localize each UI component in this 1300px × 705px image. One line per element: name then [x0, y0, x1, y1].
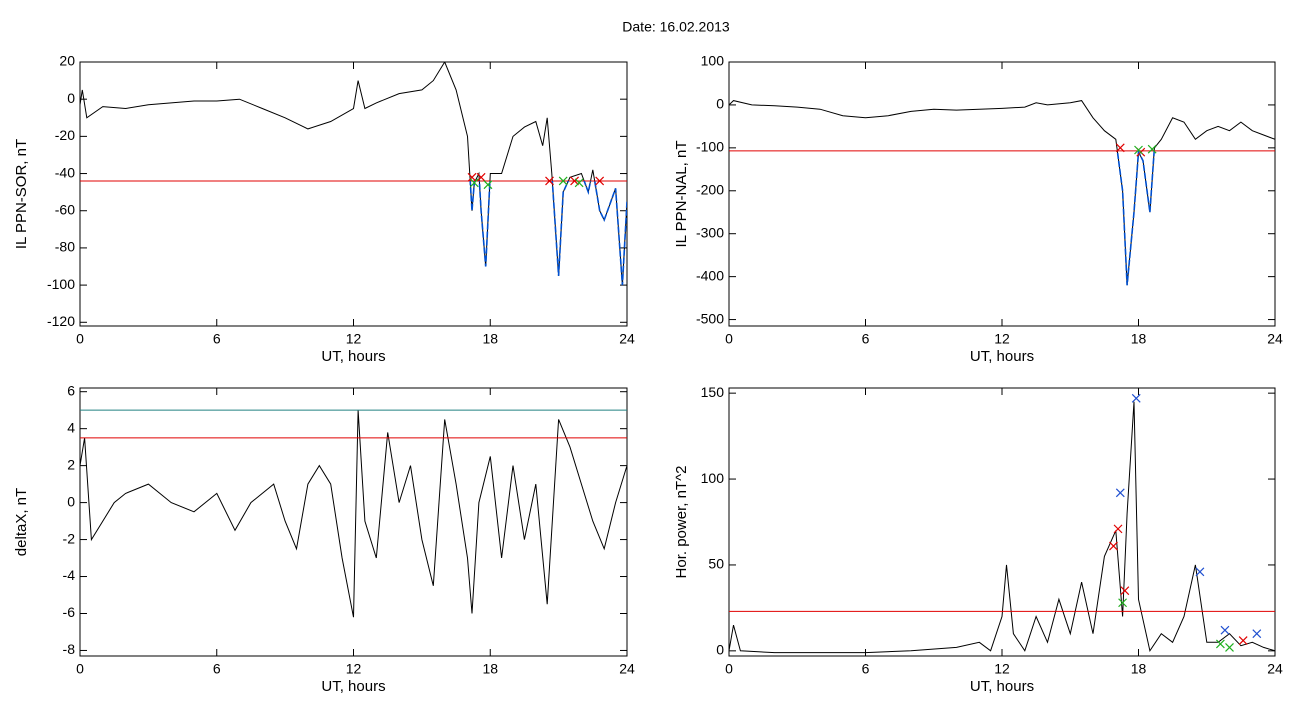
data-line	[80, 62, 627, 286]
marker	[1134, 145, 1143, 155]
marker	[545, 176, 554, 186]
x-tick-label: 6	[213, 331, 221, 347]
marker	[1215, 639, 1225, 649]
plot-frame	[79, 61, 628, 327]
x-tick-label: 24	[619, 661, 635, 677]
y-tick-label: -200	[696, 181, 724, 197]
x-tick-label: 12	[994, 661, 1010, 677]
y-tick-label: 20	[59, 53, 75, 69]
y-tick-label: -300	[696, 224, 724, 240]
y-axis-label: Hor. power, nT^2	[673, 466, 690, 579]
y-tick-label: -400	[696, 267, 724, 283]
x-axis-label: UT, hours	[970, 348, 1034, 365]
y-tick-label: 100	[701, 470, 725, 486]
x-tick-label: 18	[1131, 331, 1147, 347]
y-tick-label: -500	[696, 310, 724, 326]
marker	[469, 178, 479, 188]
x-tick-label: 12	[346, 331, 362, 347]
y-axis-label: deltaX, nT	[13, 488, 30, 556]
y-tick-label: 6	[67, 382, 75, 398]
y-tick-label: -4	[63, 567, 76, 583]
marker	[1120, 586, 1130, 596]
marker	[1118, 598, 1127, 608]
x-tick-label: 24	[1267, 331, 1283, 347]
marker	[570, 176, 580, 186]
y-tick-label: 0	[716, 642, 724, 658]
plot-frame	[728, 61, 1276, 327]
y-tick-label: 4	[67, 419, 75, 435]
data-line	[729, 401, 1275, 654]
marker	[1113, 524, 1123, 534]
y-tick-label: -100	[47, 276, 75, 292]
x-tick-label: 0	[76, 661, 84, 677]
y-tick-label: 0	[67, 90, 75, 106]
x-tick-label: 18	[482, 661, 498, 677]
x-axis-label: UT, hours	[321, 348, 385, 365]
x-tick-label: 6	[213, 661, 221, 677]
x-tick-label: 18	[1131, 661, 1147, 677]
x-tick-label: 6	[862, 331, 870, 347]
data-line	[80, 410, 627, 618]
marker	[483, 180, 493, 190]
marker	[1238, 636, 1248, 645]
y-tick-label: -2	[63, 530, 76, 546]
below-threshold-line	[469, 180, 627, 286]
x-tick-label: 24	[619, 331, 635, 347]
y-tick-label: 50	[708, 556, 724, 572]
marker	[1220, 625, 1230, 635]
page-title: Date: 16.02.2013	[622, 19, 730, 35]
y-tick-label: -8	[63, 641, 76, 657]
y-tick-label: -60	[55, 201, 75, 217]
below-threshold-line	[1116, 150, 1155, 286]
marker	[476, 172, 486, 182]
marker	[574, 178, 584, 188]
y-tick-label: 100	[701, 53, 725, 69]
marker	[1195, 567, 1205, 577]
y-tick-label: -120	[47, 313, 75, 329]
marker	[1225, 642, 1234, 652]
y-tick-label: -100	[696, 139, 724, 155]
y-tick-label: -80	[55, 239, 75, 255]
x-tick-label: 12	[994, 331, 1010, 347]
y-tick-label: 2	[67, 456, 75, 472]
y-tick-label: -40	[55, 164, 75, 180]
y-axis-label: IL PPN-NAL, nT	[673, 141, 690, 248]
y-tick-label: -20	[55, 127, 75, 143]
data-line	[729, 100, 1275, 286]
marker	[558, 176, 568, 186]
x-tick-label: 0	[725, 331, 733, 347]
x-axis-label: UT, hours	[321, 678, 385, 695]
y-tick-label: 0	[716, 96, 724, 112]
y-tick-label: 0	[67, 493, 75, 509]
marker	[1131, 393, 1141, 403]
x-tick-label: 0	[76, 331, 84, 347]
x-tick-label: 18	[482, 331, 498, 347]
marker	[1252, 629, 1262, 639]
marker	[1109, 541, 1118, 551]
x-tick-label: 12	[346, 661, 362, 677]
x-tick-label: 0	[725, 661, 733, 677]
marker	[1147, 144, 1157, 154]
x-axis-label: UT, hours	[970, 678, 1034, 695]
x-tick-label: 24	[1267, 661, 1283, 677]
y-tick-label: 150	[701, 384, 725, 400]
marker	[467, 172, 477, 182]
marker	[1115, 488, 1125, 498]
y-tick-label: -6	[63, 604, 76, 620]
marker	[595, 176, 605, 186]
x-tick-label: 6	[862, 661, 870, 677]
marker	[1115, 143, 1125, 153]
y-axis-label: IL PPN-SOR, nT	[13, 139, 30, 249]
